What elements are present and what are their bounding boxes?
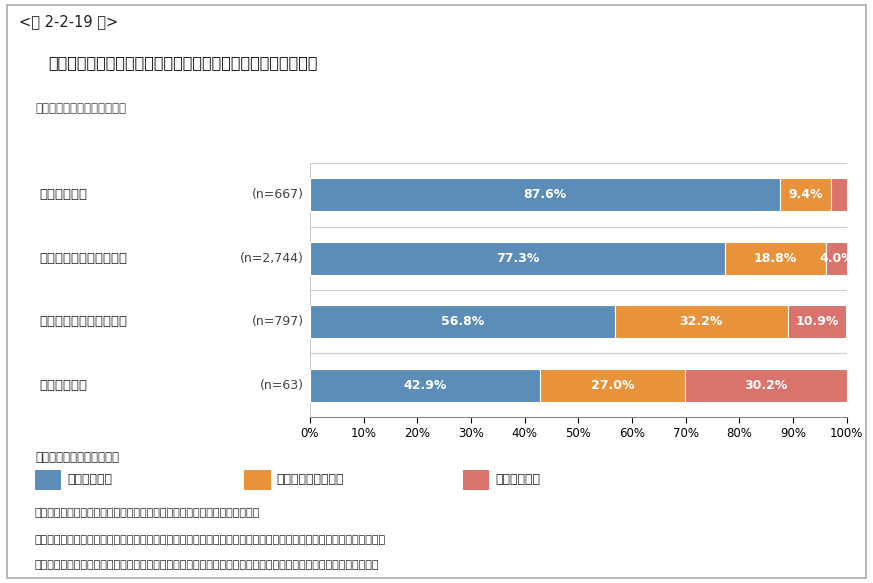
Text: である」、「とても消極的である」、「どちらかと言えば消極的である」を「消極的である」として集計している。: である」、「とても消極的である」、「どちらかと言えば消極的である」を「消極的であ…	[35, 560, 380, 570]
Text: <第 2-2-19 図>: <第 2-2-19 図>	[19, 15, 119, 30]
Text: 非常に消極的: 非常に消極的	[39, 378, 87, 392]
Bar	[787, 305, 846, 338]
Text: 87.6%: 87.6%	[524, 188, 567, 202]
Bar	[780, 178, 831, 212]
Text: 18.8%: 18.8%	[753, 252, 797, 265]
Text: 4.0%: 4.0%	[819, 252, 854, 265]
Bar	[725, 242, 826, 275]
Text: (n=797): (n=797)	[251, 315, 304, 328]
Text: 意欲的である: 意欲的である	[67, 473, 113, 486]
Text: 従業員の仕事に対する意欲: 従業員の仕事に対する意欲	[35, 451, 119, 464]
Bar	[826, 242, 848, 275]
Bar	[540, 368, 685, 402]
Text: （注）従業員の仕事に対する意欲について、「とても意欲的である」、「どちらかと言えば意欲的である」を「意欲的: （注）従業員の仕事に対する意欲について、「とても意欲的である」、「どちらかと言え…	[35, 535, 386, 545]
Text: 資料：（株）帝国データバンク「中小企業の経営力及び組織に関する調査」: 資料：（株）帝国データバンク「中小企業の経営力及び組織に関する調査」	[35, 508, 260, 518]
Bar	[310, 305, 615, 338]
Text: どちらかと言えば積極的: どちらかと言えば積極的	[39, 252, 127, 265]
Text: (n=63): (n=63)	[260, 378, 304, 392]
Text: 56.8%: 56.8%	[441, 315, 484, 328]
Text: 30.2%: 30.2%	[745, 378, 788, 392]
Text: どちらかと言えば消極的: どちらかと言えば消極的	[39, 315, 127, 328]
Bar	[685, 368, 848, 402]
Text: 能力開発に対する積極性別に見た、従業員の仕事に対する意欲: 能力開発に対する積極性別に見た、従業員の仕事に対する意欲	[48, 55, 318, 71]
Text: 9.4%: 9.4%	[788, 188, 822, 202]
Text: 42.9%: 42.9%	[403, 378, 447, 392]
Text: （能力開発に対する積極性）: （能力開発に対する積極性）	[35, 102, 126, 115]
Text: (n=667): (n=667)	[251, 188, 304, 202]
Text: (n=2,744): (n=2,744)	[240, 252, 304, 265]
Text: 32.2%: 32.2%	[679, 315, 723, 328]
Text: 10.9%: 10.9%	[795, 315, 839, 328]
Text: 非常に積極的: 非常に積極的	[39, 188, 87, 202]
Text: 77.3%: 77.3%	[496, 252, 540, 265]
Bar	[310, 178, 780, 212]
Bar	[310, 242, 725, 275]
Text: 消極的である: 消極的である	[495, 473, 540, 486]
Bar	[310, 368, 540, 402]
Text: 27.0%: 27.0%	[591, 378, 635, 392]
Bar	[615, 305, 787, 338]
Text: どちらとも言えない: どちらとも言えない	[277, 473, 344, 486]
Bar	[831, 178, 847, 212]
